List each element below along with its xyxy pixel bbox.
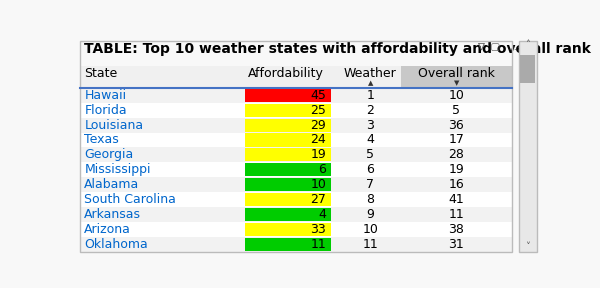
Bar [80,66,512,88]
Bar [519,41,537,252]
Text: 6: 6 [318,163,326,176]
Bar [80,132,512,147]
Text: 7: 7 [366,178,374,191]
Bar [245,89,331,102]
Text: 11: 11 [448,208,464,221]
Text: 10: 10 [362,223,378,236]
Text: ˅: ˅ [526,242,530,253]
Text: Overall rank: Overall rank [418,67,495,80]
Bar [245,178,331,191]
Text: ▲: ▲ [368,80,373,86]
Bar [80,222,512,237]
Text: Oklahoma: Oklahoma [84,238,148,251]
Bar [401,66,512,88]
Bar [245,163,331,177]
Text: Arkansas: Arkansas [84,208,142,221]
Bar [80,177,512,192]
Bar [245,118,331,132]
Bar [80,103,512,118]
Text: ▼: ▼ [454,80,459,86]
Bar [80,192,512,207]
Text: TABLE: Top 10 weather states with affordability and overall rank: TABLE: Top 10 weather states with afford… [84,42,591,56]
Text: 10: 10 [448,89,464,102]
Text: 41: 41 [448,193,464,206]
Text: Mississippi: Mississippi [84,163,151,176]
Text: Arizona: Arizona [84,223,131,236]
Text: 33: 33 [310,223,326,236]
Text: 31: 31 [448,238,464,251]
Bar [80,237,512,252]
Text: 8: 8 [366,193,374,206]
Text: Hawaii: Hawaii [84,89,127,102]
Bar [520,54,535,83]
Bar [80,162,512,177]
Text: 27: 27 [310,193,326,206]
Text: 5: 5 [366,148,374,161]
Bar [245,238,331,251]
Text: Alabama: Alabama [84,178,140,191]
Text: 2: 2 [367,104,374,117]
Text: 24: 24 [310,134,326,147]
Bar [245,133,331,147]
Text: Florida: Florida [84,104,127,117]
Bar [245,104,331,117]
Text: 16: 16 [448,178,464,191]
Bar [80,147,512,162]
Text: 11: 11 [310,238,326,251]
Text: 3: 3 [367,119,374,132]
Text: 19: 19 [448,163,464,176]
Text: Georgia: Georgia [84,148,134,161]
Bar [245,208,331,221]
Text: Weather: Weather [344,67,397,80]
Text: Louisiana: Louisiana [84,119,143,132]
Text: 1: 1 [367,89,374,102]
Text: 9: 9 [367,208,374,221]
Text: 10: 10 [310,178,326,191]
Text: 4: 4 [367,134,374,147]
Text: 28: 28 [448,148,464,161]
Bar [80,207,512,222]
Text: 19: 19 [310,148,326,161]
Text: 4: 4 [318,208,326,221]
Text: 36: 36 [448,119,464,132]
Text: 11: 11 [362,238,378,251]
Text: Texas: Texas [84,134,119,147]
Bar [80,118,512,132]
Bar [245,193,331,206]
Text: South Carolina: South Carolina [84,193,176,206]
Text: 25: 25 [310,104,326,117]
Text: 17: 17 [448,134,464,147]
Text: ˄: ˄ [526,39,530,50]
Text: 38: 38 [448,223,464,236]
Bar [80,88,512,103]
Text: State: State [84,67,118,80]
Text: 6: 6 [367,163,374,176]
Text: 29: 29 [310,119,326,132]
Text: 5: 5 [452,104,460,117]
Text: 45: 45 [310,89,326,102]
Text: Affordability: Affordability [248,67,324,80]
Text: ∇  ▢  …: ∇ ▢ … [477,42,517,52]
Bar [245,148,331,162]
Bar [245,223,331,236]
